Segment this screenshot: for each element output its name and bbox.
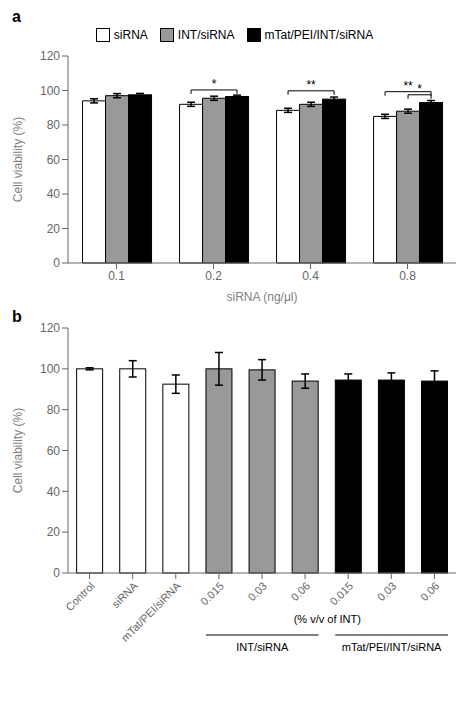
svg-text:20: 20 — [47, 222, 61, 236]
svg-text:0.1: 0.1 — [108, 269, 125, 283]
svg-text:60: 60 — [47, 444, 61, 458]
svg-text:40: 40 — [47, 187, 61, 201]
svg-text:0.015: 0.015 — [198, 580, 226, 608]
svg-text:60: 60 — [47, 153, 61, 167]
svg-text:0: 0 — [53, 566, 60, 580]
svg-text:*: * — [212, 77, 217, 91]
html-text:b: b — [12, 308, 22, 325]
svg-text:mTat/PEI/siRNA: mTat/PEI/siRNA — [119, 579, 184, 644]
svg-text:80: 80 — [47, 403, 61, 417]
svg-text:80: 80 — [47, 118, 61, 132]
svg-text:(% v/v of INT): (% v/v of INT) — [294, 613, 361, 625]
svg-text:INT/siRNA: INT/siRNA — [236, 641, 289, 653]
svg-text:0.06: 0.06 — [418, 580, 442, 604]
svg-text:siRNA (ng/μl): siRNA (ng/μl) — [227, 290, 298, 304]
svg-text:0.06: 0.06 — [289, 580, 313, 604]
svg-text:0.03: 0.03 — [245, 580, 269, 604]
svg-text:0: 0 — [53, 256, 60, 270]
svg-text:Cell viability (%): Cell viability (%) — [11, 408, 25, 493]
html-text:a: a — [12, 8, 21, 25]
svg-text:siRNA: siRNA — [109, 579, 140, 610]
svg-text:120: 120 — [40, 49, 60, 63]
svg-text:mTat/PEI/INT/siRNA: mTat/PEI/INT/siRNA — [342, 641, 442, 653]
svg-text:0.015: 0.015 — [327, 580, 355, 608]
svg-text:*: * — [417, 82, 422, 96]
svg-text:Cell viability (%): Cell viability (%) — [11, 117, 25, 202]
svg-text:40: 40 — [47, 485, 61, 499]
svg-text:0.4: 0.4 — [302, 269, 319, 283]
svg-text:Control: Control — [63, 580, 97, 614]
svg-text:**: ** — [306, 78, 316, 92]
svg-text:0.8: 0.8 — [399, 269, 416, 283]
svg-text:100: 100 — [40, 362, 60, 376]
svg-text:100: 100 — [40, 84, 60, 98]
html-text:siRNA: siRNA — [113, 28, 148, 42]
svg-text:0.03: 0.03 — [375, 580, 399, 604]
svg-text:**: ** — [403, 79, 413, 93]
html-text:mTat/PEI/INT/siRNA: mTat/PEI/INT/siRNA — [264, 28, 374, 42]
html-text:INT/siRNA: INT/siRNA — [177, 28, 235, 42]
svg-text:120: 120 — [40, 321, 60, 335]
svg-text:20: 20 — [47, 525, 61, 539]
svg-text:0.2: 0.2 — [205, 269, 222, 283]
